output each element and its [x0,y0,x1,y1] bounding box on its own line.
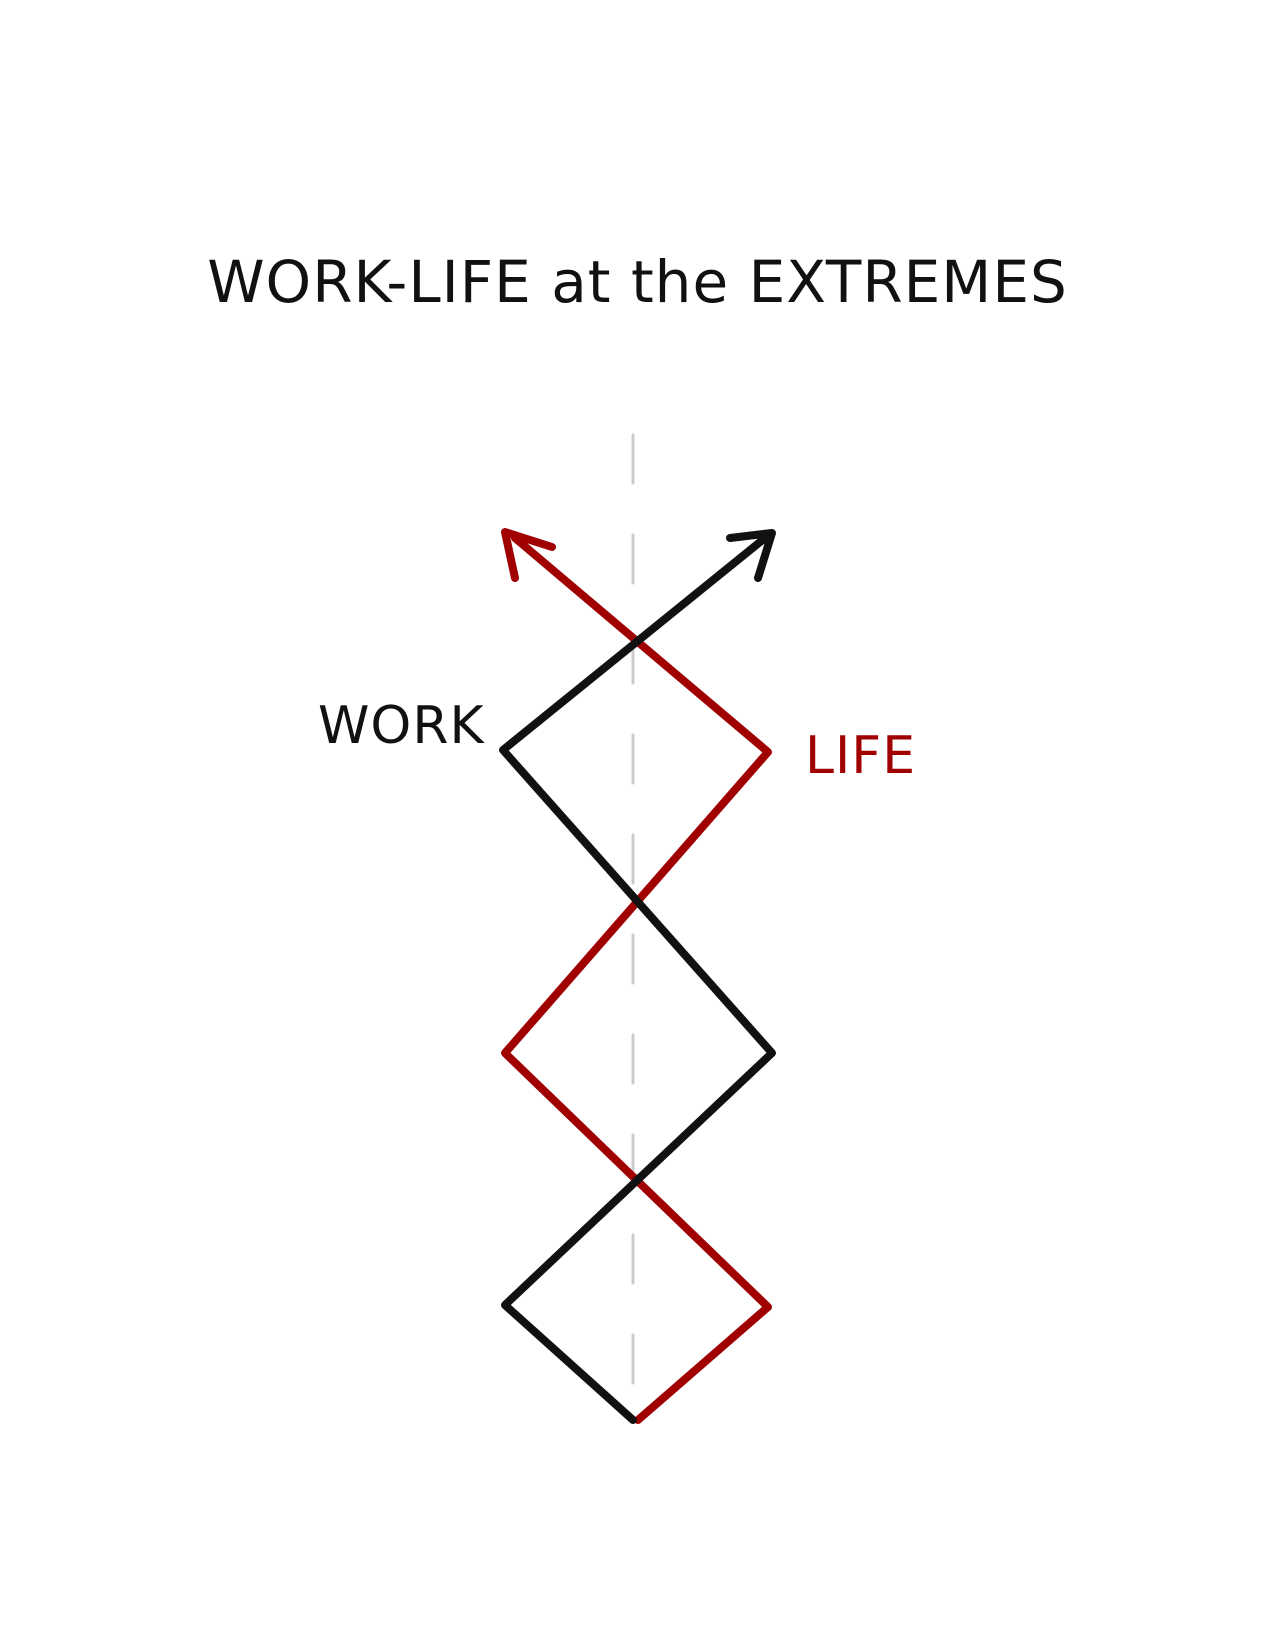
work-label: WORK [318,696,485,756]
life-path [501,534,772,1424]
life-arrowhead [501,528,556,582]
work-path [499,534,776,1424]
diagram-title: WORK-LIFE at the EXTREMES [207,248,1068,316]
life-label: LIFE [805,726,917,786]
work-arrowhead [726,529,776,582]
